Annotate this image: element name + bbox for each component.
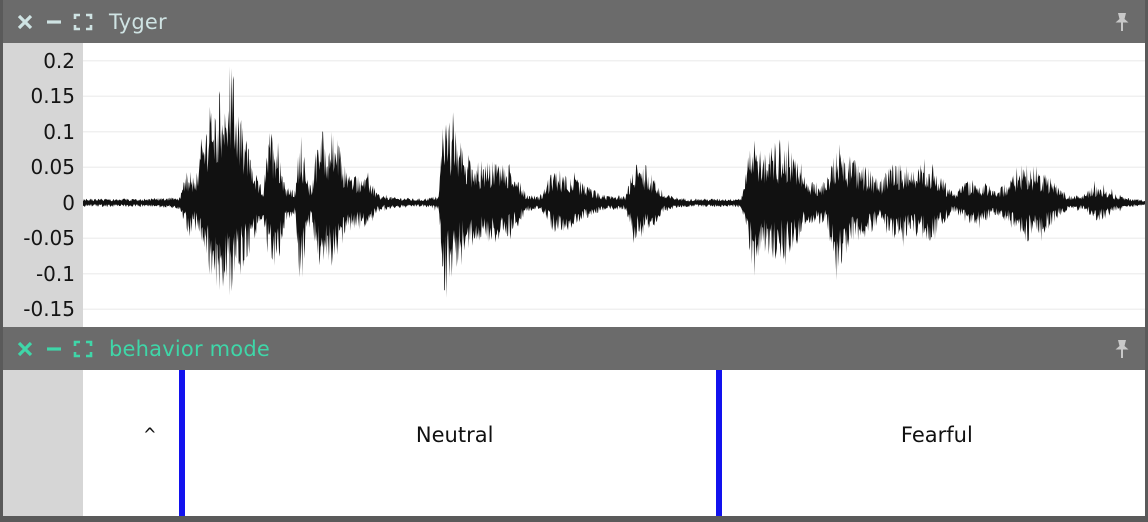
y-axis-tick-label: 0.15 — [30, 84, 75, 109]
maximize-icon[interactable] — [70, 9, 96, 35]
behavior-mode-track[interactable]: ^ Neutral Fearful — [83, 370, 1145, 516]
behavior-mode-titlebar[interactable]: behavior mode — [3, 327, 1145, 370]
waveform-titlebar[interactable]: Tyger — [3, 0, 1145, 43]
behavior-mode-track-area: ^ Neutral Fearful — [3, 370, 1145, 516]
waveform-svg — [83, 60, 1145, 310]
waveform-canvas[interactable] — [83, 43, 1145, 327]
y-axis-tick-label: -0.05 — [23, 226, 75, 251]
pin-icon[interactable] — [1109, 9, 1135, 35]
waveform-trace — [83, 66, 1145, 298]
y-axis-tick-label: 0.1 — [43, 119, 75, 144]
behavior-mode-gutter — [3, 370, 83, 516]
y-axis-tick-label: -0.15 — [23, 297, 75, 322]
close-icon[interactable] — [12, 9, 38, 35]
segment-boundary-marker[interactable] — [716, 370, 723, 516]
behavior-mode-title: behavior mode — [109, 336, 271, 361]
waveform-panel: Tyger 0.2 0.15 0.1 0.05 0 -0.05 -0.1 -0.15 — [3, 0, 1145, 327]
waveform-plot-area: 0.2 0.15 0.1 0.05 0 -0.05 -0.1 -0.15 — [3, 43, 1145, 327]
segment-label[interactable]: Fearful — [900, 423, 973, 447]
waveform-y-axis: 0.2 0.15 0.1 0.05 0 -0.05 -0.1 -0.15 — [3, 43, 75, 327]
minimize-icon[interactable] — [41, 9, 67, 35]
waveform-title: Tyger — [109, 9, 167, 34]
behavior-mode-panel: behavior mode ^ Neutral Fearful — [3, 327, 1145, 516]
y-axis-tick-label: 0 — [62, 190, 75, 215]
y-axis-tick-label: 0.2 — [43, 48, 75, 73]
segment-label[interactable]: Neutral — [415, 423, 494, 447]
y-axis-tick-label: 0.05 — [30, 155, 75, 180]
minimize-icon[interactable] — [41, 336, 67, 362]
segment-caret-marker[interactable]: ^ — [144, 424, 156, 446]
pin-icon[interactable] — [1109, 336, 1135, 362]
waveform-axis-gutter — [3, 43, 83, 327]
close-icon[interactable] — [12, 336, 38, 362]
maximize-icon[interactable] — [70, 336, 96, 362]
y-axis-tick-label: -0.1 — [35, 261, 75, 286]
segment-boundary-marker[interactable] — [178, 370, 185, 516]
